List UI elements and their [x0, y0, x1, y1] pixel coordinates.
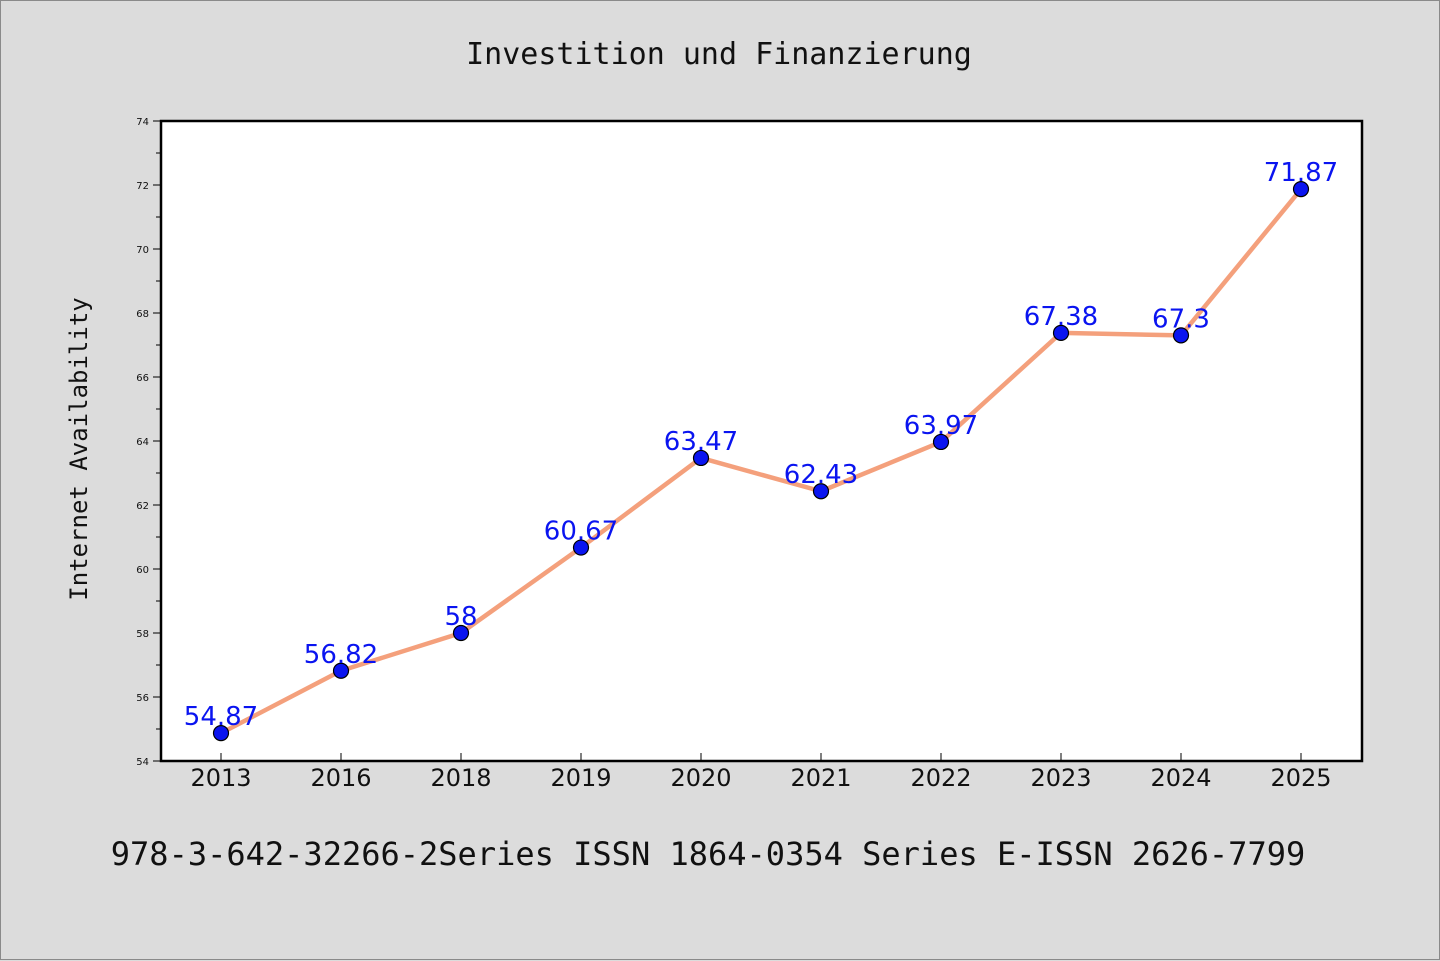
data-point-marker	[932, 433, 950, 451]
y-tick-label: 68	[136, 309, 149, 320]
x-tick-label: 2021	[790, 764, 851, 792]
y-tick-label: 64	[136, 437, 149, 448]
data-point-marker	[332, 662, 350, 679]
x-tick-label: 2020	[670, 764, 731, 792]
y-tick-label: 70	[136, 245, 149, 256]
plot-area	[159, 119, 1364, 763]
data-point-marker	[1292, 181, 1310, 198]
y-tick-label: 72	[136, 181, 149, 192]
x-tick-label: 2016	[310, 764, 371, 792]
data-point-marker	[812, 483, 830, 500]
x-tick-label: 2019	[550, 764, 611, 792]
y-tick-label: 60	[136, 565, 149, 576]
x-tick-label: 2018	[430, 764, 491, 792]
y-tick-label: 56	[136, 693, 149, 704]
x-tick-label: 2024	[1150, 764, 1211, 792]
series-line-group	[218, 186, 1304, 736]
data-label: 54.87	[184, 702, 258, 732]
y-tick-label: 62	[136, 501, 149, 512]
x-tick-label: 2025	[1270, 764, 1331, 792]
data-labels-group: 54.87 56.82 58 60.67 63.47 62.43 63.97 67.38 67.…	[184, 158, 1338, 732]
data-label: 58	[444, 602, 477, 632]
markers-group	[212, 181, 1310, 742]
data-label: 60.67	[544, 517, 618, 547]
y-tick-label: 74	[136, 117, 149, 128]
data-label: 67.38	[1024, 302, 1098, 332]
x-tick-label: 2022	[910, 764, 971, 792]
data-label: 67.3	[1152, 304, 1210, 334]
data-label: 63.97	[904, 411, 978, 441]
x-axis: 2013 2016 2018 2019 2020 2021 2022 2023 2024 2025	[190, 753, 1332, 792]
data-point-marker	[1052, 324, 1070, 341]
y-tick-label: 66	[136, 373, 149, 384]
x-tick-label: 2013	[190, 764, 251, 792]
data-label: 71.87	[1264, 158, 1338, 188]
data-point-marker	[212, 725, 230, 742]
y-tick-label: 58	[136, 629, 149, 640]
data-label: 63.47	[664, 427, 738, 457]
data-point-marker	[692, 449, 710, 467]
x-tick-label: 2023	[1030, 764, 1091, 792]
series-line	[218, 186, 1304, 736]
data-label: 56.82	[304, 640, 378, 670]
footer-isbn-text: 978-3-642-32266-2Series ISSN 1864-0354 S…	[111, 835, 1305, 873]
data-point-marker	[452, 624, 470, 642]
y-axis-label: Internet Availability	[65, 297, 93, 600]
data-label: 62.43	[784, 460, 858, 490]
data-point-marker	[572, 539, 590, 556]
chart-title: Investition und Finanzierung	[466, 37, 972, 72]
data-point-marker	[1172, 327, 1190, 344]
y-tick-label: 54	[136, 757, 149, 768]
y-axis: 54 56 58 60 62 64 66 68 70 72 74	[136, 117, 161, 768]
